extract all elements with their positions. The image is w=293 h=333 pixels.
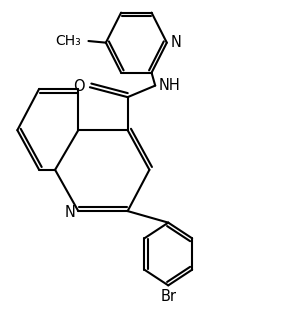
Text: Br: Br <box>160 289 176 304</box>
Text: N: N <box>65 205 76 220</box>
Text: O: O <box>73 79 85 94</box>
Text: N: N <box>171 35 182 50</box>
Text: NH: NH <box>159 78 180 93</box>
Text: CH₃: CH₃ <box>55 34 81 48</box>
